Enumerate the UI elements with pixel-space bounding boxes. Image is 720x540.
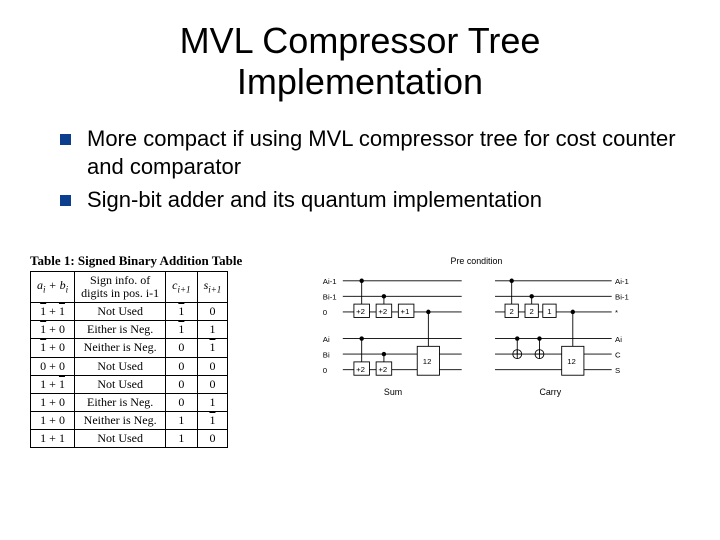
rlabel-s: S [615,366,620,375]
svg-text:+1: +1 [401,307,410,316]
sum-block: Ai-1 Bi-1 0 Ai Bi 0 +2 [323,277,462,397]
carry-block: 2 2 1 [495,277,629,397]
svg-text:2: 2 [530,307,534,316]
table-row: 1 + 1Not Used10 [31,430,228,448]
bullet-item: Sign-bit adder and its quantum implement… [60,186,690,215]
cell-sign: Not Used [75,302,166,320]
cell-sign: Either is Neg. [75,393,166,411]
table-row: 1 + 0Either is Neg.01 [31,393,228,411]
bullet-marker-icon [60,195,71,206]
table-header-row: ai + bi Sign info. ofdigits in pos. i-1 … [31,271,228,302]
svg-text:12: 12 [423,357,432,366]
cell-s: 0 [197,375,228,393]
cell-sign: Neither is Neg. [75,339,166,357]
bullet-text: Sign-bit adder and its quantum implement… [87,186,542,215]
svg-text:12: 12 [568,357,577,366]
rlabel-bi1: Bi-1 [615,292,629,301]
cell-c: 1 [166,430,197,448]
label-ai: Ai [323,334,330,343]
cell-s: 1 [197,412,228,430]
table-row: 1 + 1Not Used00 [31,375,228,393]
cell-c: 1 [166,412,197,430]
rlabel-star: * [615,308,618,317]
table-row: 1 + 1Not Used10 [31,302,228,320]
cell-c: 0 [166,393,197,411]
cell-s: 0 [197,302,228,320]
cell-sign: Either is Neg. [75,321,166,339]
cell-expr: 0 + 0 [31,357,75,375]
label-bi1: Bi-1 [323,292,337,301]
cell-c: 0 [166,339,197,357]
figures-row: Table 1: Signed Binary Addition Table ai… [30,253,690,453]
table-row: 1 + 0Neither is Neg.01 [31,339,228,357]
bullet-list: More compact if using MVL compressor tre… [60,125,690,215]
label-ai1: Ai-1 [323,277,337,286]
bullet-marker-icon [60,134,71,145]
cell-c: 0 [166,375,197,393]
cell-sign: Neither is Neg. [75,412,166,430]
cell-expr: 1 + 1 [31,375,75,393]
circuit-title: Pre condition [451,256,503,266]
cell-c: 0 [166,357,197,375]
table-row: 0 + 0Not Used00 [31,357,228,375]
cell-expr: 1 + 0 [31,393,75,411]
rlabel-ai1: Ai-1 [615,277,629,286]
cell-s: 0 [197,357,228,375]
svg-text:+2: +2 [379,364,388,373]
label-bi: Bi [323,350,330,359]
col-header-expr: ai + bi [31,271,75,302]
cell-sign: Not Used [75,375,166,393]
svg-text:1: 1 [548,307,552,316]
col-header-sign: Sign info. ofdigits in pos. i-1 [75,271,166,302]
table-row: 1 + 0Neither is Neg.11 [31,412,228,430]
cell-sign: Not Used [75,357,166,375]
slide-title: MVL Compressor Tree Implementation [30,20,690,103]
col-header-carry: ci+1 [166,271,197,302]
cell-sign: Not Used [75,430,166,448]
cell-expr: 1 + 1 [31,430,75,448]
cell-s: 0 [197,430,228,448]
table-caption: Table 1: Signed Binary Addition Table [30,253,242,269]
cell-expr: 1 + 0 [31,321,75,339]
svg-text:+2: +2 [356,364,365,373]
title-line2: Implementation [237,61,483,102]
table-row: 1 + 0Either is Neg.11 [31,321,228,339]
cell-expr: 1 + 1 [31,302,75,320]
svg-text:+2: +2 [356,307,365,316]
col-header-sum: si+1 [197,271,228,302]
circuit-svg: Pre condition Ai-1 Bi-1 0 Ai Bi 0 [267,253,690,453]
title-line1: MVL Compressor Tree [180,20,541,61]
svg-text:+2: +2 [379,307,388,316]
rlabel-ai: Ai [615,334,622,343]
svg-text:2: 2 [510,307,514,316]
cell-s: 1 [197,321,228,339]
bullet-item: More compact if using MVL compressor tre… [60,125,690,182]
cell-expr: 1 + 0 [31,412,75,430]
cell-s: 1 [197,393,228,411]
cell-c: 1 [166,302,197,320]
carry-label: Carry [540,387,562,397]
bullet-text: More compact if using MVL compressor tre… [87,125,690,182]
cell-c: 1 [166,321,197,339]
label-zero1: 0 [323,308,328,317]
label-zero2: 0 [323,366,328,375]
addition-table: Table 1: Signed Binary Addition Table ai… [30,253,242,449]
cell-expr: 1 + 0 [31,339,75,357]
signed-binary-table: ai + bi Sign info. ofdigits in pos. i-1 … [30,271,228,449]
rlabel-c: C [615,350,621,359]
quantum-circuit-diagram: Pre condition Ai-1 Bi-1 0 Ai Bi 0 [267,253,690,453]
cell-s: 1 [197,339,228,357]
sum-label: Sum [384,387,402,397]
